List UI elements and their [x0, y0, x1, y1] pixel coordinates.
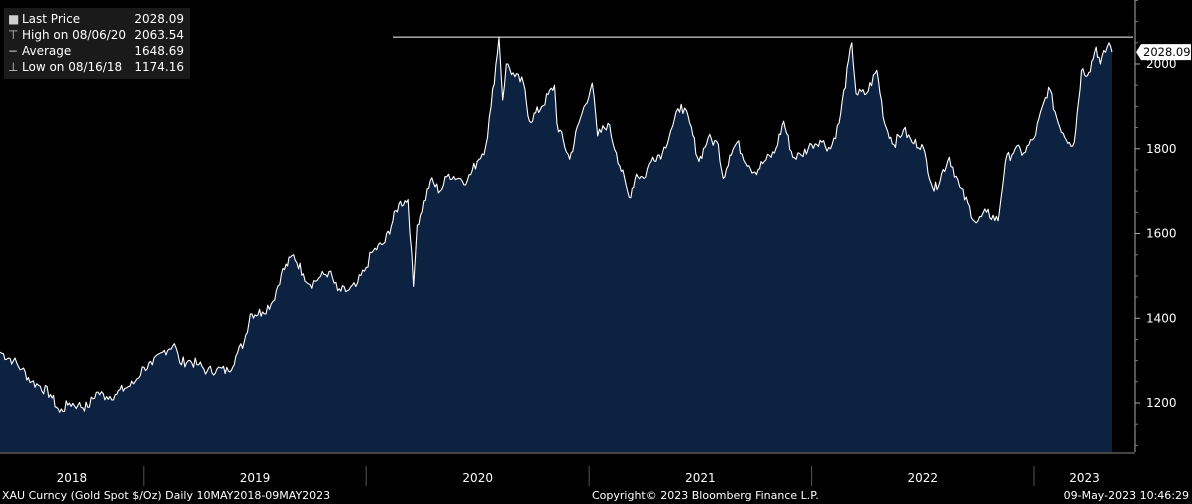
legend-row-high: ⊤ High on 08/06/20 2063.54 [8, 27, 184, 43]
footer-copyright: Copyright© 2023 Bloomberg Finance L.P. [592, 489, 819, 502]
x-tick-label: 2023 [1069, 471, 1100, 485]
chart-footer: XAU Curncy (Gold Spot $/Oz) Daily 10MAY2… [0, 487, 1192, 504]
footer-security-info: XAU Curncy (Gold Spot $/Oz) Daily 10MAY2… [2, 489, 331, 502]
legend-label: Average [22, 44, 72, 58]
average-marker-icon: − [8, 44, 19, 58]
legend-value: 1648.69 [134, 44, 184, 58]
legend-label: High on 08/06/20 [22, 28, 127, 42]
filled-square-icon: ■ [8, 12, 20, 26]
legend-value: 2028.09 [134, 12, 184, 26]
legend-value: 2063.54 [134, 28, 184, 42]
legend-row-average: − Average 1648.69 [8, 43, 184, 59]
last-price-tag-label: 2028.09 [1143, 45, 1191, 59]
legend-row-low: ⊥ Low on 08/16/18 1174.16 [8, 59, 184, 75]
price-area-fill [0, 37, 1112, 453]
legend-label: Last Price [22, 12, 81, 26]
x-tick-label: 2022 [908, 471, 939, 485]
footer-timestamp: 09-May-2023 10:46:29 [1063, 489, 1189, 502]
low-marker-icon: ⊥ [8, 60, 19, 74]
legend-label: Low on 08/16/18 [22, 60, 123, 74]
x-tick-label: 2020 [462, 471, 493, 485]
chart-legend: ■ Last Price 2028.09 ⊤ High on 08/06/20 … [4, 8, 190, 79]
price-line [0, 36, 1113, 413]
legend-row-last-price: ■ Last Price 2028.09 [8, 11, 184, 27]
legend-value: 1174.16 [134, 60, 184, 74]
y-tick-label: 1800 [1146, 142, 1177, 156]
y-tick-label: 2000 [1146, 57, 1177, 71]
x-tick-label: 2019 [240, 471, 271, 485]
x-tick-label: 2021 [685, 471, 716, 485]
high-marker-icon: ⊤ [8, 28, 19, 42]
y-tick-label: 1400 [1146, 311, 1177, 325]
last-price-tag [1136, 44, 1191, 61]
x-tick-label: 2018 [57, 471, 88, 485]
y-tick-label: 1200 [1146, 396, 1177, 410]
y-tick-label: 1600 [1146, 227, 1177, 241]
